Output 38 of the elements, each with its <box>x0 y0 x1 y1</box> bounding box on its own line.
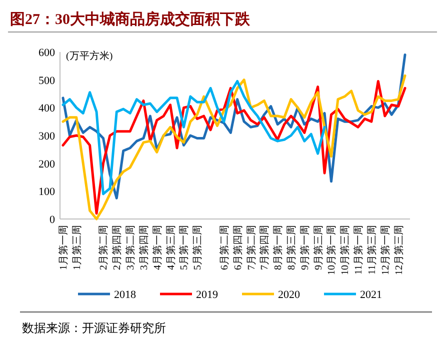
x-tick-label: 1月第一周 <box>58 225 70 270</box>
y-tick-label: 600 <box>38 47 56 59</box>
x-tick-label: 5月第三周 <box>192 225 204 270</box>
x-tick-label: 3月第四周 <box>138 225 150 270</box>
y-tick-label: 400 <box>38 102 56 115</box>
x-tick-label: 6月第二周 <box>218 225 230 270</box>
y-tick-label: 200 <box>38 158 56 170</box>
x-tick-label: 2月第二周 <box>98 225 110 270</box>
x-tick-label: 3月第二周 <box>124 225 137 270</box>
x-tick-label: 6月第四周 <box>232 225 244 270</box>
y-axis-title: (万平方米) <box>66 50 113 62</box>
y-tick-label: 500 <box>38 74 56 87</box>
x-tick-label: 4月第三周 <box>164 225 177 270</box>
legend-label: 2020 <box>278 289 300 301</box>
source-note: 数据来源：开源证券研究所 <box>22 321 166 335</box>
y-tick-label: 0 <box>50 214 56 226</box>
x-tick-label: 11月第三周 <box>366 225 378 275</box>
x-tick-label: 11月第一周 <box>352 225 365 275</box>
x-tick-label: 10月第一周 <box>326 225 338 275</box>
y-tick-label: 100 <box>38 186 56 198</box>
x-tick-label: 2月第四周 <box>111 225 124 270</box>
x-tick-label: 5月第一周 <box>178 225 190 270</box>
x-tick-label: 8月第一周 <box>272 225 284 270</box>
x-tick-label: 7月第二周 <box>245 225 258 270</box>
chart-title: 图27：30大中城商品房成交面积下跌 <box>10 10 251 28</box>
x-tick-label: 12月第三周 <box>392 225 405 275</box>
x-tick-label: 10月第三周 <box>339 225 352 275</box>
legend-label: 2019 <box>196 289 218 301</box>
y-tick-label: 300 <box>38 130 56 142</box>
x-tick-label: 9月第一周 <box>298 225 311 270</box>
legend-label: 2018 <box>114 289 136 301</box>
legend-label: 2021 <box>360 289 382 301</box>
x-tick-label: 9月第三周 <box>312 225 324 270</box>
x-tick-label: 1月第三周 <box>70 225 83 270</box>
x-tick-label: 8月第三周 <box>286 225 298 270</box>
x-tick-label: 7月第四周 <box>258 225 271 270</box>
x-tick-label: 4月第一周 <box>151 225 164 270</box>
x-tick-label: 12月第一周 <box>379 225 392 275</box>
